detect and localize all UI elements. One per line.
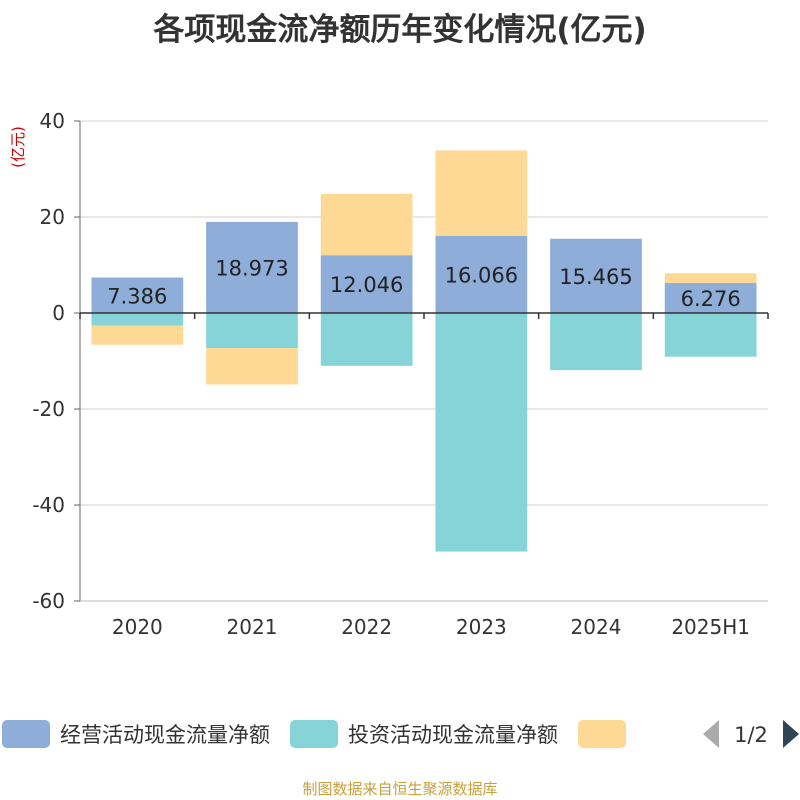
bar-segment [320,313,413,366]
legend-prev-arrow-icon[interactable] [703,720,719,748]
x-tick-label: 2024 [571,615,622,639]
bars [91,150,757,552]
y-tick-label: 0 [52,301,65,325]
data-label: 7.386 [107,284,167,308]
data-label: 16.066 [445,263,518,287]
bar-segment [435,235,528,313]
bar-segment [435,150,528,236]
legend-swatch[interactable] [290,720,338,748]
y-tick-label: -40 [32,493,65,517]
x-tick-label: 2020 [112,615,163,639]
bar-segment [550,313,642,371]
data-label: 15.465 [559,265,632,289]
bar-segment [206,313,298,349]
data-label: 12.046 [330,273,403,297]
legend-page-indicator: 1/2 [734,723,768,747]
bar-segment [206,348,298,385]
y-tick-label: -60 [32,589,65,613]
bar-segment [91,325,184,345]
bar-segment [664,282,757,313]
x-tick-label: 2021 [227,615,278,639]
y-tick-label: 20 [40,205,65,229]
data-label: 18.973 [215,256,288,280]
x-tick-label: 2025H1 [671,615,750,639]
grid-lines [80,120,768,602]
bar-segment [91,313,184,326]
legend-swatch[interactable] [2,720,50,748]
axes: 40 20 0 -20 -40 -60 2020 2021 2022 2023 2024 2025H1 [32,109,769,639]
bar-segment [550,238,642,313]
legend: 经营活动现金流量净额 投资活动现金流量净额 1/2 [2,720,799,748]
bar-segment [664,313,757,357]
y-axis-label: (亿元) [9,126,27,168]
source-note: 制图数据来自恒生聚源数据库 [302,780,498,798]
bar-segment [320,255,413,313]
bar-segment [320,193,413,256]
chart-title: 各项现金流净额历年变化情况(亿元) [153,12,647,48]
data-label: 6.276 [681,287,741,311]
x-tick-label: 2022 [341,615,392,639]
bar-segment [664,273,757,283]
y-tick-label: 40 [40,109,65,133]
x-tick-label: 2023 [456,615,507,639]
legend-label[interactable]: 经营活动现金流量净额 [60,723,270,747]
data-labels: 7.386 18.973 12.046 16.066 15.465 6.276 [107,256,740,310]
legend-swatch[interactable] [578,720,626,748]
legend-next-arrow-icon[interactable] [783,720,799,748]
bar-segment [206,221,298,313]
legend-label[interactable]: 投资活动现金流量净额 [348,723,558,747]
y-tick-label: -20 [32,397,65,421]
bar-segment [91,277,184,313]
bar-segment [435,313,528,552]
